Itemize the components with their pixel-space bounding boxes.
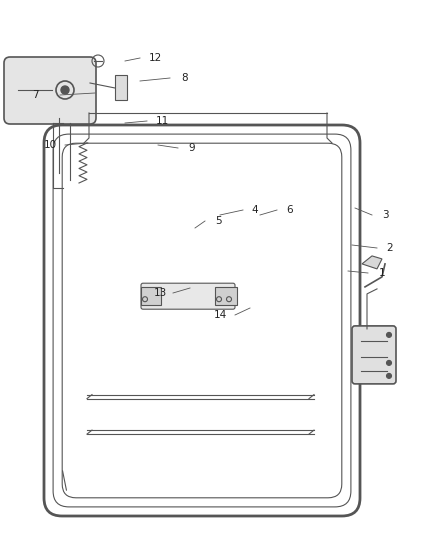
Text: 5: 5 (215, 216, 221, 226)
Text: 8: 8 (182, 73, 188, 83)
Text: 6: 6 (287, 205, 293, 215)
FancyBboxPatch shape (141, 283, 235, 309)
Text: 13: 13 (153, 288, 166, 298)
Text: 7: 7 (32, 90, 38, 100)
Circle shape (386, 360, 392, 366)
Bar (141, 287, 161, 305)
Text: 4: 4 (252, 205, 258, 215)
Text: 10: 10 (43, 140, 57, 150)
Polygon shape (362, 256, 382, 269)
FancyBboxPatch shape (352, 326, 396, 384)
Circle shape (386, 333, 392, 337)
Text: 1: 1 (379, 268, 385, 278)
Circle shape (61, 86, 69, 94)
Text: 14: 14 (213, 310, 226, 320)
Text: 12: 12 (148, 53, 162, 63)
Text: 3: 3 (381, 210, 389, 220)
Text: 11: 11 (155, 116, 169, 126)
Bar (115, 75, 127, 100)
Bar (215, 287, 237, 305)
FancyBboxPatch shape (4, 57, 96, 124)
Text: 2: 2 (387, 243, 393, 253)
Text: 9: 9 (189, 143, 195, 153)
Circle shape (386, 374, 392, 378)
